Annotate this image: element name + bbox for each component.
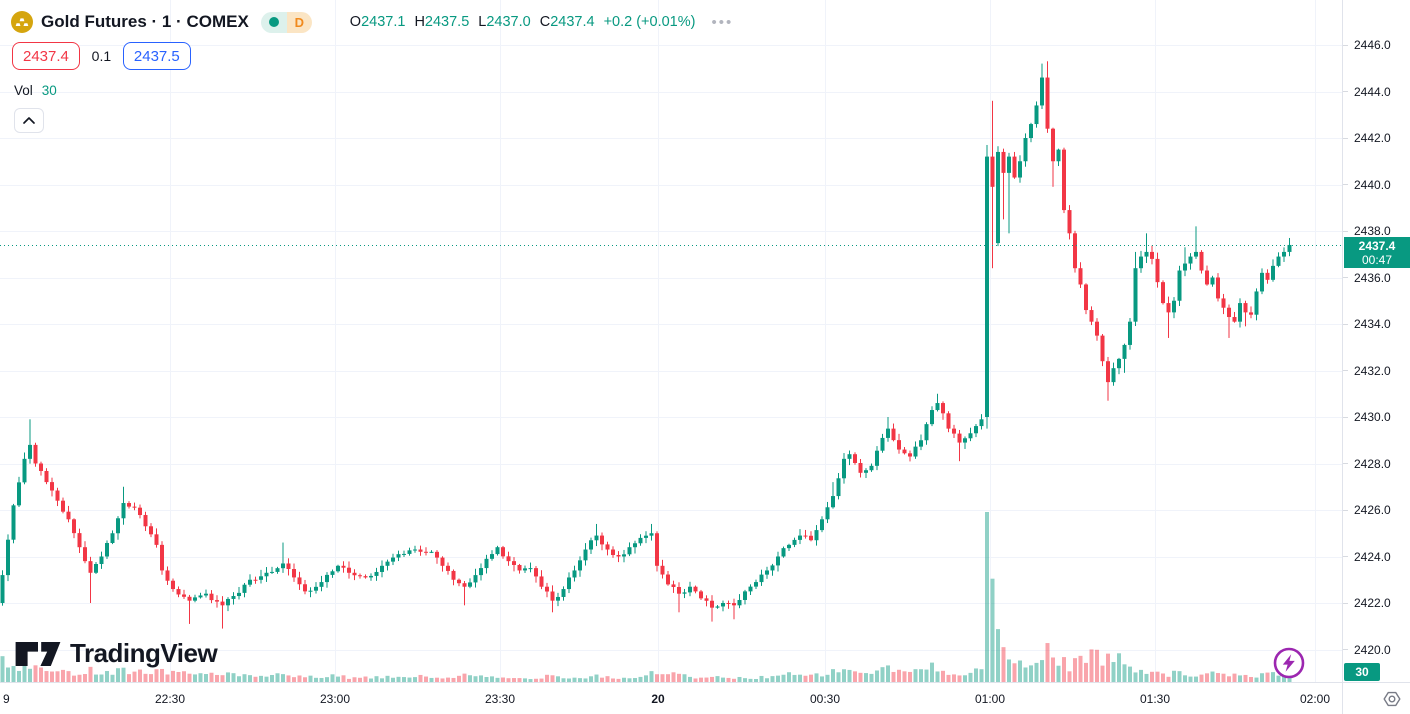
time-axis-label: 23:30 <box>484 692 516 706</box>
price-axis-tick <box>1343 463 1348 464</box>
more-options-icon[interactable]: ••• <box>711 13 734 31</box>
lightning-icon <box>1273 647 1305 679</box>
time-axis-label: 00:30 <box>809 692 841 706</box>
price-axis-label: 2444.0 <box>1354 84 1391 99</box>
market-status-pill: D <box>260 11 312 33</box>
ohlc-values: O2437.1 H2437.5 L2437.0 C2437.4 +0.2 (+0… <box>350 14 696 30</box>
volume-label: Vol <box>14 83 33 98</box>
low-label: L <box>478 14 487 30</box>
price-axis-tick <box>1343 602 1348 604</box>
last-price-badge: 2437.4 00:47 <box>1344 237 1410 268</box>
price-axis-label: 2442.0 <box>1354 131 1391 145</box>
tradingview-logo[interactable]: TradingView <box>14 638 218 669</box>
axis-corner <box>1342 682 1410 714</box>
price-axis-label: 2432.0 <box>1354 363 1391 378</box>
symbol-title[interactable]: Gold Futures · 1 · COMEX <box>41 12 249 31</box>
tradingview-logo-icon <box>15 641 61 666</box>
volume-axis-badge: 30 <box>1344 663 1380 681</box>
high-value: 2437.5 <box>424 14 470 30</box>
time-axis-label: 20 <box>651 692 665 706</box>
gear-icon <box>1383 691 1401 706</box>
candlestick-chart[interactable] <box>0 0 1342 682</box>
close-value: 2437.4 <box>550 14 595 30</box>
time-axis-label: 02:00 <box>1299 692 1331 706</box>
time-axis-label: 9 <box>3 692 10 706</box>
price-axis-label: 2422.0 <box>1354 596 1391 610</box>
change-value: +0.2 (+0.01%) <box>603 14 696 30</box>
price-axis-tick <box>1343 556 1348 557</box>
collapse-legend-button[interactable] <box>14 108 44 133</box>
time-axis-label: 23:00 <box>319 692 351 706</box>
price-axis-tick <box>1343 416 1348 418</box>
price-axis-tick <box>1343 277 1348 278</box>
low-value: 2437.0 <box>486 14 531 30</box>
close-label: C <box>539 14 551 30</box>
price-axis-label: 2446.0 <box>1354 38 1391 52</box>
price-axis-tick <box>1343 323 1348 325</box>
sell-button[interactable]: 2437.4 <box>12 42 80 70</box>
price-axis-tick <box>1343 509 1348 511</box>
scale-settings-button[interactable] <box>1382 689 1402 709</box>
market-open-dot <box>260 11 287 33</box>
price-axis-label: 2436.0 <box>1354 270 1391 285</box>
timeframe-badge: D <box>286 11 312 33</box>
last-price-value: 2437.4 <box>1358 238 1396 253</box>
gold-bars-icon <box>11 11 33 33</box>
price-axis-label: 2420.0 <box>1354 642 1391 657</box>
open-label: O <box>349 14 362 30</box>
price-axis-tick <box>1343 184 1348 185</box>
price-axis-tick <box>1343 649 1348 650</box>
price-axis-tick <box>1343 91 1348 92</box>
time-axis-label: 01:30 <box>1139 692 1171 706</box>
high-label: H <box>414 14 425 30</box>
price-axis-tick <box>1343 44 1348 46</box>
tradingview-logo-text: TradingView <box>70 638 218 668</box>
price-axis-label: 2426.0 <box>1354 503 1391 517</box>
time-scale[interactable]: 9 22:30 23:00 23:30 20 00:30 01:00 01:30 02:00 <box>0 682 1342 714</box>
time-axis-label: 22:30 <box>154 692 186 706</box>
price-axis-label: 2430.0 <box>1354 410 1391 424</box>
bar-countdown: 00:47 <box>1361 252 1393 267</box>
price-axis-label: 2440.0 <box>1354 177 1391 192</box>
open-value: 2437.1 <box>361 14 406 30</box>
price-axis-label: 2438.0 <box>1354 224 1391 238</box>
price-axis-label: 2428.0 <box>1354 456 1391 471</box>
price-axis-tick <box>1343 370 1348 371</box>
volume-value: 30 <box>41 83 57 98</box>
price-axis-label: 2434.0 <box>1354 317 1391 331</box>
price-scale[interactable]: 2437.4 00:47 30 2446.0 2444.0 2442.0 2440.0… <box>1342 0 1410 682</box>
chevron-up-icon <box>23 117 35 124</box>
lightning-button[interactable] <box>1272 646 1306 680</box>
price-axis-tick <box>1343 137 1348 139</box>
spread-value: 0.1 <box>91 48 112 64</box>
buy-button[interactable]: 2437.5 <box>122 42 191 70</box>
price-axis-label: 2424.0 <box>1354 549 1391 564</box>
symbol-legend: Gold Futures · 1 · COMEX D O2437.1 H2437… <box>11 10 733 34</box>
volume-legend: Vol 30 <box>14 83 57 98</box>
price-axis-tick <box>1343 230 1348 232</box>
time-axis-label: 01:00 <box>974 692 1006 706</box>
order-panel: 2437.4 0.1 2437.5 <box>12 42 191 70</box>
